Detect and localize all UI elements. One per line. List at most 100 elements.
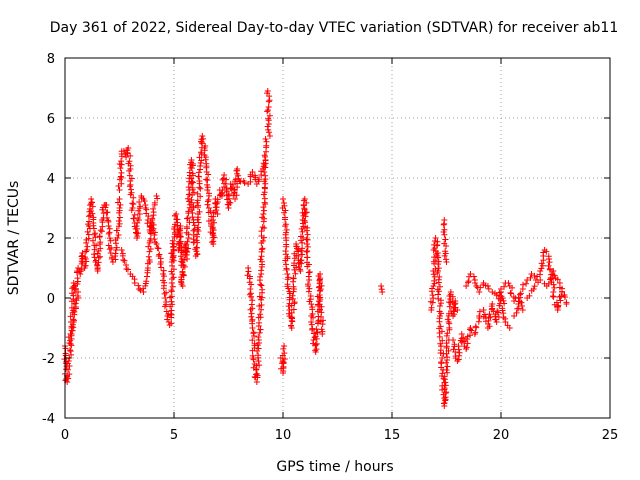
data-point-interp	[210, 230, 217, 237]
data-point	[232, 196, 239, 202]
data-point	[476, 313, 483, 319]
data-point-interp	[258, 246, 265, 253]
data-point-interp	[282, 257, 289, 264]
data-point-interp	[436, 303, 443, 310]
data-point-interp	[549, 293, 556, 300]
data-point	[506, 325, 513, 331]
data-point-interp	[197, 185, 204, 192]
data-point-interp	[204, 184, 211, 191]
data-point-interp	[94, 262, 101, 269]
data-point-interp	[297, 233, 304, 240]
data-point-interp	[209, 224, 216, 231]
data-point-interp	[451, 308, 458, 315]
data-point-interp	[281, 350, 288, 357]
data-point	[524, 277, 531, 283]
data-point-interp	[439, 337, 446, 344]
data-point-interp	[304, 243, 311, 250]
data-point-interp	[259, 286, 266, 293]
data-point-interp	[102, 204, 109, 211]
data-point-interp	[251, 373, 258, 380]
data-point	[247, 286, 254, 292]
data-point-interp	[196, 154, 203, 161]
data-point-interp	[440, 221, 447, 228]
data-point-interp	[547, 276, 554, 283]
data-point	[249, 325, 256, 331]
data-point-interp	[523, 280, 530, 287]
data-point-interp	[147, 223, 154, 230]
data-point	[493, 292, 500, 298]
data-point-interp	[91, 251, 98, 258]
data-point-interp	[299, 251, 306, 258]
data-point-interp	[93, 242, 100, 249]
data-point-interp	[117, 173, 124, 180]
data-point-interp	[283, 251, 290, 258]
data-point-interp	[463, 344, 470, 351]
data-point-interp	[472, 280, 479, 287]
data-point-interp	[486, 323, 493, 330]
data-point-interp	[318, 282, 325, 289]
data-point	[511, 313, 518, 319]
data-point-interp	[494, 308, 501, 315]
data-point-interp	[90, 225, 97, 232]
data-point-interp	[285, 285, 292, 292]
data-point-interp	[317, 288, 324, 295]
data-point-interp	[476, 308, 483, 315]
data-point-interp	[554, 276, 561, 283]
data-point-interp	[433, 242, 440, 249]
data-point	[107, 250, 114, 256]
data-point-interp	[81, 254, 88, 261]
data-point-interp	[84, 243, 91, 250]
data-point-interp	[151, 199, 158, 206]
data-point-interp	[550, 293, 557, 300]
data-point-interp	[291, 255, 298, 262]
data-point-interp	[180, 262, 187, 269]
data-point-interp	[176, 240, 183, 247]
data-point-interp	[67, 331, 74, 338]
data-point	[262, 136, 269, 142]
data-point-interp	[526, 292, 533, 299]
data-point-interp	[155, 245, 162, 252]
data-point-interp	[460, 338, 467, 345]
data-point	[530, 286, 537, 292]
data-point	[303, 241, 310, 247]
data-point-interp	[103, 209, 110, 216]
data-point-interp	[262, 201, 269, 208]
data-point-interp	[86, 218, 93, 225]
data-point-interp	[505, 280, 512, 287]
data-point	[550, 268, 557, 274]
data-point-interp	[247, 178, 254, 185]
data-point-interp	[124, 266, 131, 273]
data-point-interp	[198, 157, 205, 164]
data-point-interp	[551, 272, 558, 279]
data-point-interp	[130, 201, 137, 208]
data-point	[116, 187, 123, 193]
data-point-interp	[127, 152, 134, 159]
data-point-interp	[251, 332, 258, 339]
data-point	[120, 148, 127, 154]
data-point-interp	[179, 268, 186, 275]
data-point-interp	[559, 288, 566, 295]
data-point-interp	[435, 279, 442, 286]
data-point-interp	[434, 269, 441, 276]
data-point	[537, 277, 544, 283]
data-point-interp	[299, 239, 306, 246]
data-point-interp	[470, 273, 477, 280]
data-point	[177, 223, 184, 229]
data-point-interp	[225, 191, 232, 198]
data-point-interp	[551, 301, 558, 308]
data-point-interp	[436, 273, 443, 280]
data-point-interp	[128, 207, 135, 214]
data-point-interp	[89, 199, 96, 206]
data-point-interp	[257, 326, 264, 333]
chart-title: Day 361 of 2022, Sidereal Day-to-day VTE…	[50, 20, 619, 36]
data-point-interp	[255, 333, 262, 340]
data-point-interp	[66, 347, 73, 354]
data-point-interp	[247, 306, 254, 313]
grid-layer	[65, 58, 610, 418]
data-point-interp	[557, 297, 564, 304]
data-point-interp	[185, 208, 192, 215]
data-point-interp	[288, 309, 295, 316]
data-point	[184, 256, 191, 262]
data-point-interp	[299, 245, 306, 252]
